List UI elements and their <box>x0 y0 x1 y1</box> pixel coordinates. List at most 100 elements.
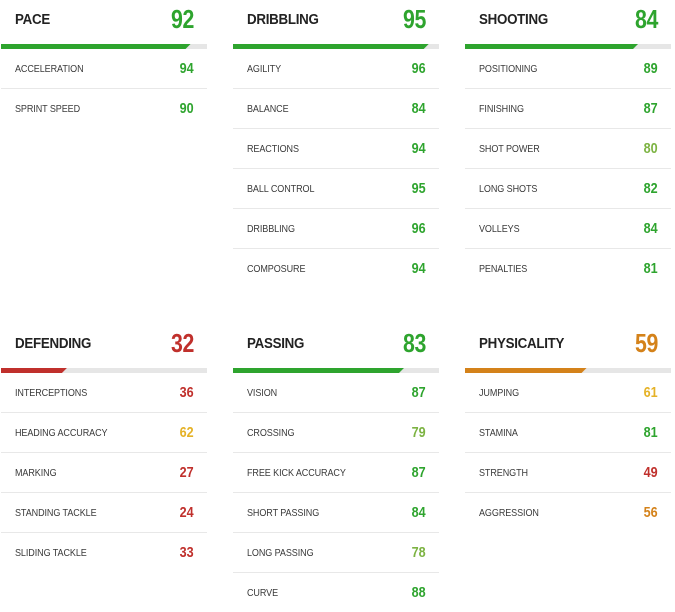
rating-bar-fill <box>233 368 404 373</box>
stat-row: HEADING ACCURACY 62 <box>1 413 207 453</box>
stat-row: ACCELERATION 94 <box>1 49 207 89</box>
rating-bar-fill <box>233 44 429 49</box>
stat-name: REACTIONS <box>247 143 299 155</box>
panel-shooting: SHOOTING 84 POSITIONING 89 FINISHING 87 SHOT P… <box>465 0 671 288</box>
rating-bar <box>233 368 439 373</box>
rating-bar <box>233 44 439 49</box>
stat-row: MARKING 27 <box>1 453 207 493</box>
category-rating: 83 <box>403 328 426 358</box>
stat-name: FINISHING <box>479 103 524 115</box>
stat-name: STANDING TACKLE <box>15 507 97 519</box>
stat-value: 95 <box>411 180 426 197</box>
stat-value: 96 <box>411 60 426 77</box>
panel-dribbling: DRIBBLING 95 AGILITY 96 BALANCE 84 REACTIONS 94… <box>233 0 439 288</box>
stat-name: PENALTIES <box>479 263 528 275</box>
stat-name: JUMPING <box>479 387 520 399</box>
panel-physicality: PHYSICALITY 59 JUMPING 61 STAMINA 81 STRENGTH 4… <box>465 324 671 532</box>
stat-value: 96 <box>411 220 426 237</box>
panel-header: DEFENDING 32 <box>1 324 207 368</box>
stat-list: POSITIONING 89 FINISHING 87 SHOT POWER 80 LONG… <box>465 49 671 288</box>
stat-name: STAMINA <box>479 427 518 439</box>
stat-name: FREE KICK ACCURACY <box>247 467 346 479</box>
rating-bar-fill <box>1 44 191 49</box>
stat-value: 94 <box>411 260 426 277</box>
stat-value: 79 <box>411 424 426 441</box>
rating-bar-fill <box>465 44 638 49</box>
stat-name: SPRINT SPEED <box>15 103 81 115</box>
stat-value: 89 <box>643 60 658 77</box>
stat-value: 33 <box>179 544 194 561</box>
panel-defending: DEFENDING 32 INTERCEPTIONS 36 HEADING ACCURA… <box>1 324 207 572</box>
stat-list: VISION 87 CROSSING 79 FREE KICK ACCURACY 87 SH… <box>233 373 439 612</box>
stat-name: SHORT PASSING <box>247 507 320 519</box>
category-name: PHYSICALITY <box>479 336 565 352</box>
panel-header: DRIBBLING 95 <box>233 0 439 44</box>
stat-name: POSITIONING <box>479 63 538 75</box>
stat-row: DRIBBLING 96 <box>233 209 439 249</box>
panel-header: PASSING 83 <box>233 324 439 368</box>
stat-name: VOLLEYS <box>479 223 520 235</box>
stat-row: STANDING TACKLE 24 <box>1 493 207 533</box>
stat-value: 84 <box>643 220 658 237</box>
stat-value: 84 <box>411 504 426 521</box>
stat-value: 36 <box>179 384 194 401</box>
stat-name: SHOT POWER <box>479 143 540 155</box>
category-name: SHOOTING <box>479 12 548 28</box>
stat-value: 87 <box>643 100 658 117</box>
stat-row: CURVE 88 <box>233 573 439 612</box>
stat-value: 88 <box>411 584 426 601</box>
stat-list: AGILITY 96 BALANCE 84 REACTIONS 94 BALL CONTRO… <box>233 49 439 288</box>
stat-value: 27 <box>179 464 194 481</box>
stat-row: CROSSING 79 <box>233 413 439 453</box>
category-rating: 95 <box>403 4 426 34</box>
stat-value: 81 <box>643 260 658 277</box>
stat-row: AGGRESSION 56 <box>465 493 671 532</box>
stat-value: 87 <box>411 464 426 481</box>
stat-row: INTERCEPTIONS 36 <box>1 373 207 413</box>
stat-row: SHORT PASSING 84 <box>233 493 439 533</box>
stat-name: LONG PASSING <box>247 547 314 559</box>
rating-bar <box>1 368 207 373</box>
stat-name: INTERCEPTIONS <box>15 387 88 399</box>
panel-pace: PACE 92 ACCELERATION 94 SPRINT SPEED 90 <box>1 0 207 128</box>
rating-bar <box>465 368 671 373</box>
category-rating: 84 <box>635 4 658 34</box>
category-name: PASSING <box>247 336 305 352</box>
stat-row: STRENGTH 49 <box>465 453 671 493</box>
category-rating: 59 <box>635 328 658 358</box>
stat-list: ACCELERATION 94 SPRINT SPEED 90 <box>1 49 207 128</box>
stat-name: LONG SHOTS <box>479 183 538 195</box>
stat-row: SPRINT SPEED 90 <box>1 89 207 128</box>
stat-row: BALANCE 84 <box>233 89 439 129</box>
stat-row: LONG SHOTS 82 <box>465 169 671 209</box>
stat-name: COMPOSURE <box>247 263 306 275</box>
stat-row: JUMPING 61 <box>465 373 671 413</box>
stat-name: MARKING <box>15 467 57 479</box>
rating-bar <box>1 44 207 49</box>
rating-bar-fill <box>465 368 587 373</box>
rating-bar <box>465 44 671 49</box>
stat-row: COMPOSURE 94 <box>233 249 439 288</box>
stat-name: CROSSING <box>247 427 295 439</box>
stat-name: SLIDING TACKLE <box>15 547 87 559</box>
stat-value: 94 <box>411 140 426 157</box>
stat-value: 84 <box>411 100 426 117</box>
stat-row: POSITIONING 89 <box>465 49 671 89</box>
stat-row: FREE KICK ACCURACY 87 <box>233 453 439 493</box>
stat-name: BALANCE <box>247 103 289 115</box>
stat-name: AGGRESSION <box>479 507 539 519</box>
stat-row: VISION 87 <box>233 373 439 413</box>
stat-row: AGILITY 96 <box>233 49 439 89</box>
panel-header: SHOOTING 84 <box>465 0 671 44</box>
category-name: PACE <box>15 12 50 28</box>
stat-row: VOLLEYS 84 <box>465 209 671 249</box>
panel-header: PACE 92 <box>1 0 207 44</box>
stat-list: INTERCEPTIONS 36 HEADING ACCURACY 62 MARKING… <box>1 373 207 572</box>
stat-name: AGILITY <box>247 63 282 75</box>
category-rating: 92 <box>171 4 194 34</box>
stat-row: SLIDING TACKLE 33 <box>1 533 207 572</box>
category-rating: 32 <box>171 328 194 358</box>
category-name: DRIBBLING <box>247 12 319 28</box>
stat-value: 78 <box>411 544 426 561</box>
stat-value: 24 <box>179 504 194 521</box>
